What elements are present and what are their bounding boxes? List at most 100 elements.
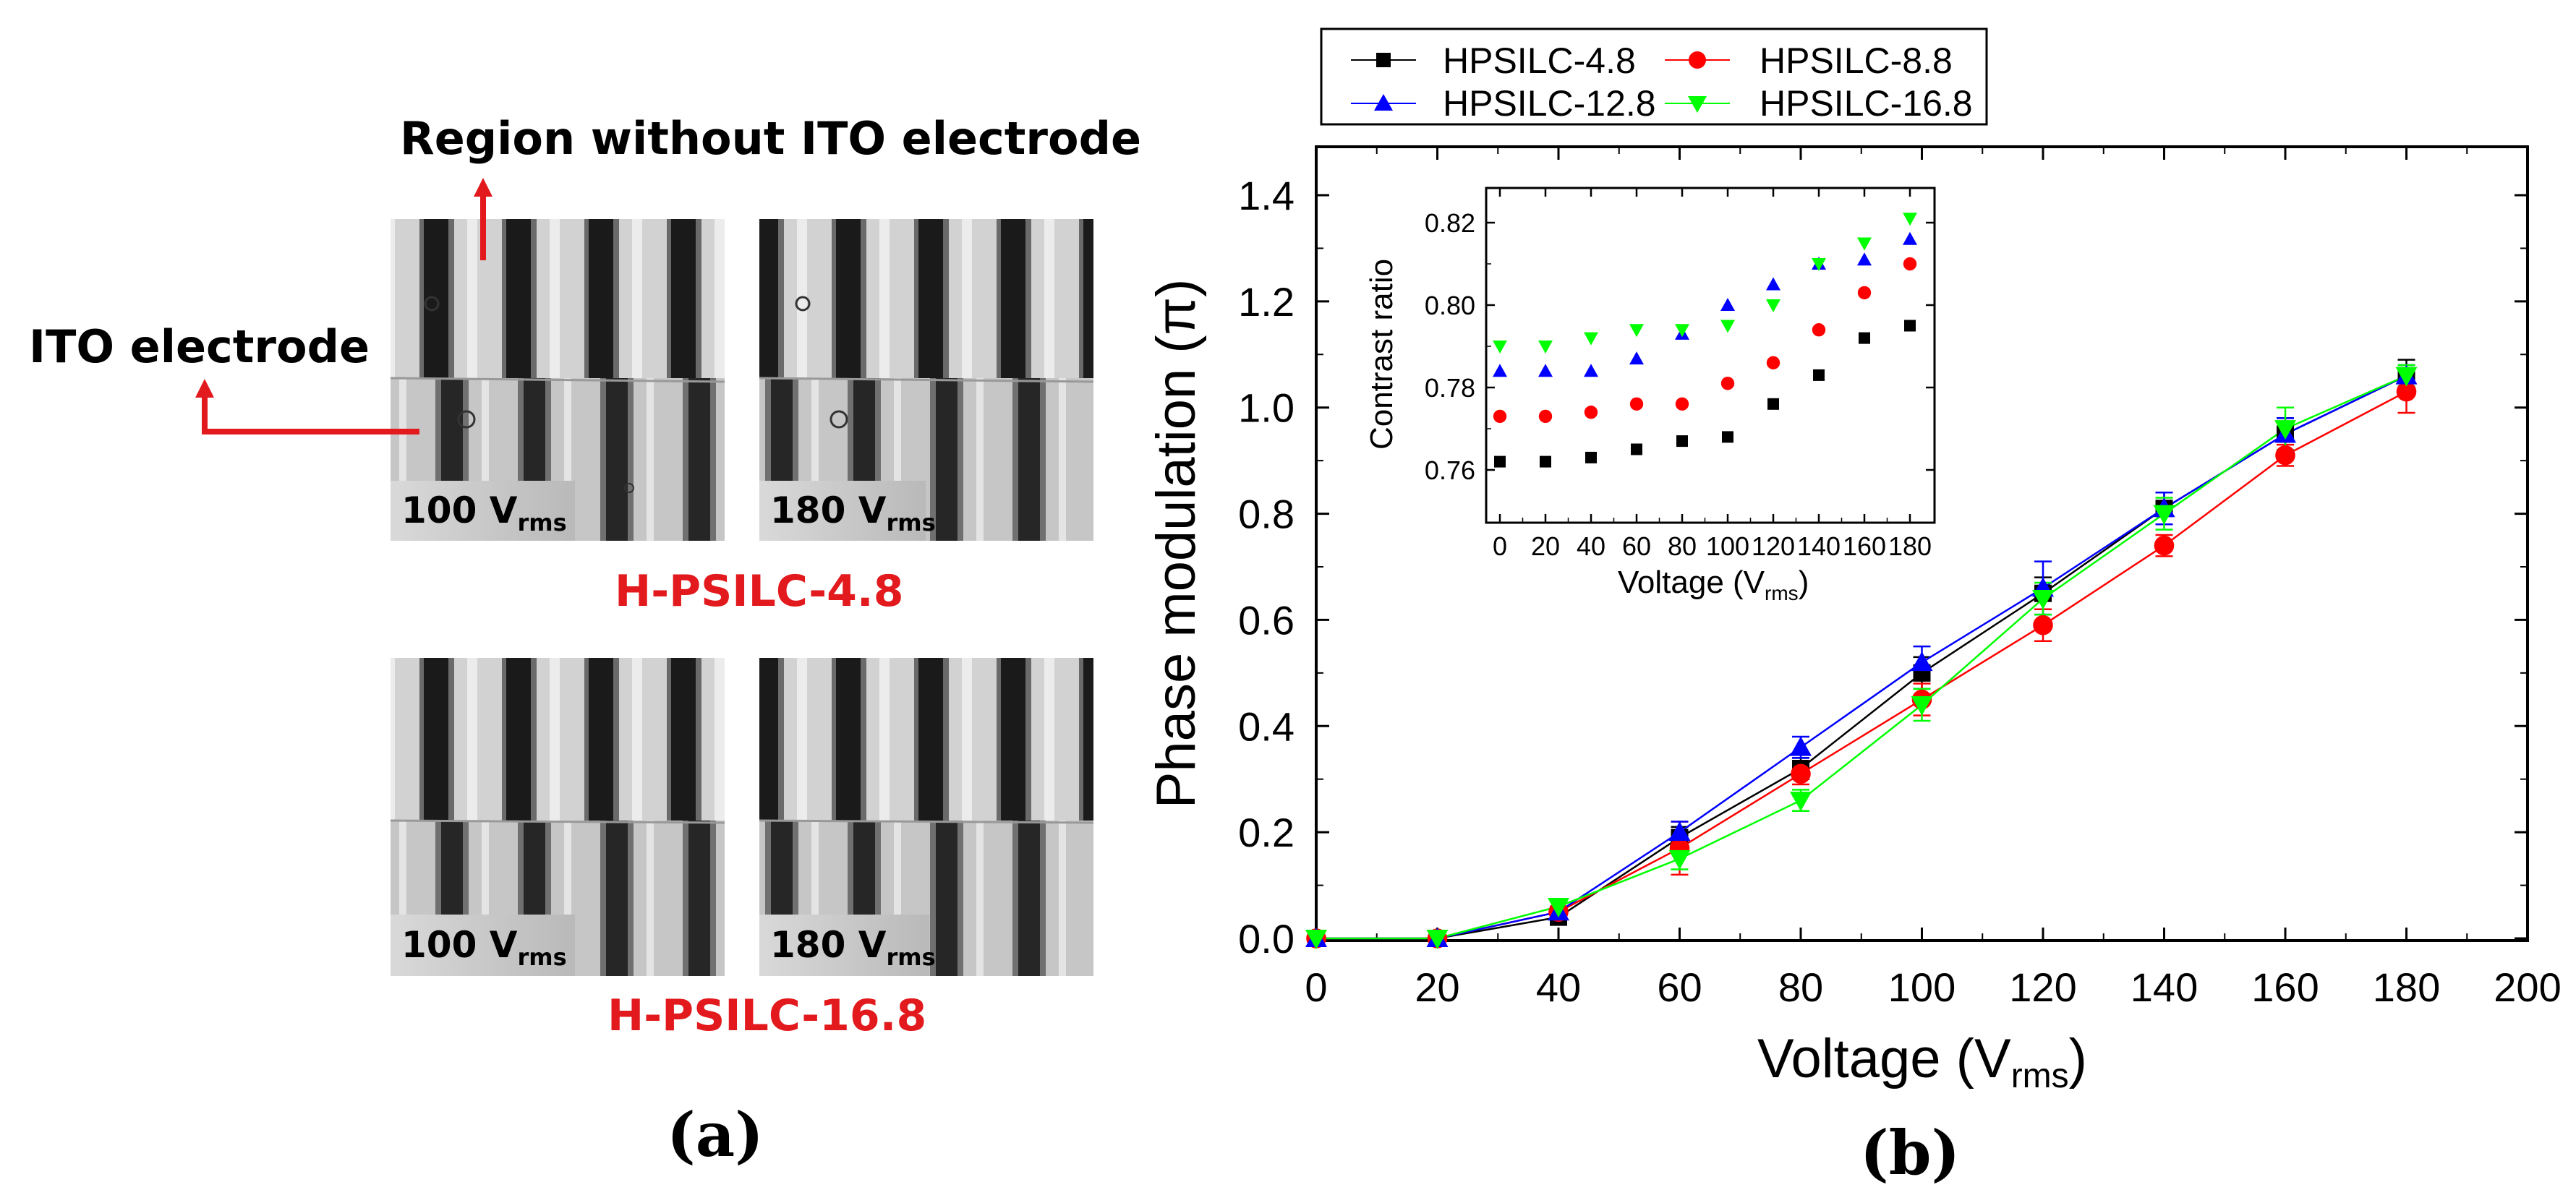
- inset-y-tick-label: 0.78: [1425, 373, 1475, 403]
- arrow-ito-electrode: [195, 379, 419, 434]
- data-point-HPSILC-12.8: [1790, 736, 1812, 756]
- data-point-HPSILC-16.8: [1668, 849, 1691, 870]
- y-tick-label: 1.4: [1238, 173, 1295, 218]
- arrow-region-without-ito: [474, 178, 492, 260]
- inset-x-tick-label: 60: [1622, 531, 1651, 561]
- inset-point-HPSILC-8.8: [1720, 377, 1735, 390]
- inset-y-tick-label: 0.76: [1425, 455, 1475, 485]
- inset-plot-frame: [1485, 187, 1936, 524]
- panel-a-label: (a): [667, 1099, 764, 1170]
- panel-a-graphics: [195, 178, 1094, 976]
- x-tick-label: 140: [2131, 964, 2198, 1010]
- micrograph-16-8-180v: [759, 658, 1094, 976]
- inset-point-HPSILC-12.8: [1629, 351, 1644, 365]
- data-point-HPSILC-8.8: [1791, 763, 1811, 784]
- inset-point-HPSILC-16.8: [1538, 341, 1553, 354]
- inset-point-HPSILC-8.8: [1812, 323, 1826, 337]
- inset-point-HPSILC-12.8: [1720, 298, 1735, 311]
- x-tick-label: 120: [2009, 964, 2076, 1010]
- inset-point-HPSILC-16.8: [1493, 341, 1507, 354]
- inset-point-HPSILC-8.8: [1675, 397, 1689, 411]
- inset-point-HPSILC-12.8: [1538, 364, 1553, 377]
- series-line-HPSILC-16.8: [1316, 374, 2407, 940]
- x-tick-label: 40: [1536, 964, 1581, 1010]
- inset-x-tick-label: 180: [1888, 531, 1932, 561]
- inset-point-HPSILC-16.8: [1629, 324, 1644, 338]
- inset-point-HPSILC-4.8: [1676, 435, 1688, 448]
- y-tick-label: 0.8: [1238, 492, 1295, 537]
- y-tick-label: 0.2: [1238, 810, 1295, 855]
- inset-point-HPSILC-4.8: [1585, 451, 1597, 463]
- inset-x-tick-label: 140: [1797, 531, 1841, 561]
- data-point-HPSILC-16.8: [2032, 590, 2054, 610]
- inset-point-HPSILC-4.8: [1494, 455, 1506, 468]
- inset-point-HPSILC-4.8: [1813, 369, 1825, 381]
- x-tick-label: 20: [1415, 964, 1459, 1010]
- y-tick-label: 1.2: [1238, 279, 1295, 325]
- x-tick-label: 100: [1888, 964, 1956, 1010]
- data-point-HPSILC-8.8: [2033, 615, 2053, 635]
- inset-point-HPSILC-12.8: [1493, 364, 1507, 377]
- y-tick-label: 1.0: [1238, 385, 1295, 431]
- x-tick-label: 80: [1778, 964, 1823, 1010]
- micrograph-4-8-180v: [759, 219, 1094, 541]
- voltage-label-4-8-100v: 100 Vrms: [401, 489, 567, 536]
- inset-y-tick-label: 0.82: [1425, 208, 1475, 238]
- legend-label-4-8: HPSILC-4.8: [1443, 40, 1636, 81]
- inset-point-HPSILC-8.8: [1629, 397, 1644, 411]
- x-tick-label: 0: [1305, 964, 1327, 1010]
- data-point-HPSILC-8.8: [2396, 381, 2417, 402]
- inset-point-HPSILC-4.8: [1631, 443, 1642, 455]
- voltage-label-16-8-100v: 100 Vrms: [401, 924, 567, 971]
- y-tick-label: 0.4: [1238, 703, 1295, 749]
- inset-x-axis-title: Voltage (Vrms): [1618, 565, 1809, 604]
- data-point-HPSILC-16.8: [1305, 930, 1327, 949]
- voltage-label-4-8-180v: 180 Vrms: [770, 489, 936, 536]
- x-tick-label: 160: [2251, 964, 2319, 1010]
- data-point-HPSILC-16.8: [1426, 930, 1449, 949]
- legend-item-4-8: HPSILC-4.8: [1351, 40, 1636, 81]
- inset-point-HPSILC-4.8: [1904, 320, 1916, 332]
- legend-label-16-8: HPSILC-16.8: [1760, 83, 1973, 124]
- inset-point-HPSILC-16.8: [1812, 258, 1826, 271]
- micrograph-16-8-100v: [390, 658, 725, 976]
- data-point-HPSILC-16.8: [2395, 367, 2418, 387]
- panel-b-label: (b): [1860, 1117, 1961, 1189]
- data-point-HPSILC-8.8: [2154, 535, 2175, 556]
- y-tick-label: 0.0: [1238, 916, 1295, 962]
- annotation-ito-electrode: ITO electrode: [29, 320, 370, 373]
- inset-x-tick-label: 100: [1706, 531, 1749, 561]
- data-point-HPSILC-16.8: [2153, 505, 2175, 525]
- inset-point-HPSILC-8.8: [1903, 257, 1917, 271]
- inset-point-HPSILC-12.8: [1903, 231, 1917, 245]
- legend-item-12-8: HPSILC-12.8: [1351, 83, 1656, 124]
- inset-point-HPSILC-8.8: [1493, 409, 1507, 424]
- legend-item-16-8: HPSILC-16.8: [1665, 83, 1973, 124]
- inset-point-HPSILC-12.8: [1584, 364, 1598, 377]
- inset-point-HPSILC-4.8: [1767, 398, 1779, 410]
- group-title-h-psilc-16-8: H-PSILC-16.8: [607, 990, 927, 1041]
- main-y-axis-title: Phase modulation (π): [1146, 279, 1207, 809]
- data-point-HPSILC-8.8: [2275, 445, 2295, 466]
- inset-point-HPSILC-12.8: [1857, 252, 1872, 266]
- data-point-HPSILC-16.8: [1911, 695, 1933, 716]
- inset-point-HPSILC-16.8: [1584, 332, 1598, 346]
- legend-item-8-8: HPSILC-8.8: [1665, 40, 1953, 81]
- data-point-HPSILC-16.8: [1790, 792, 1812, 812]
- x-tick-label: 180: [2373, 964, 2440, 1010]
- inset-x-tick-label: 80: [1668, 531, 1697, 561]
- data-point-HPSILC-12.8: [1911, 651, 1933, 672]
- inset-y-tick-label: 0.80: [1425, 291, 1475, 320]
- legend: HPSILC-4.8 HPSILC-8.8 HPSILC-12.8 HPSILC…: [1320, 27, 1988, 126]
- micrograph-4-8-100v: [390, 219, 725, 541]
- inset-point-HPSILC-16.8: [1857, 237, 1872, 251]
- data-point-HPSILC-16.8: [1548, 897, 1569, 917]
- inset-point-HPSILC-4.8: [1540, 455, 1551, 468]
- data-point-HPSILC-12.8: [1668, 821, 1691, 842]
- inset-point-HPSILC-16.8: [1675, 324, 1689, 338]
- data-point-HPSILC-16.8: [2274, 420, 2296, 440]
- legend-label-12-8: HPSILC-12.8: [1443, 83, 1656, 124]
- inset-point-HPSILC-12.8: [1766, 277, 1780, 291]
- inset-y-axis-title: Contrast ratio: [1364, 259, 1399, 450]
